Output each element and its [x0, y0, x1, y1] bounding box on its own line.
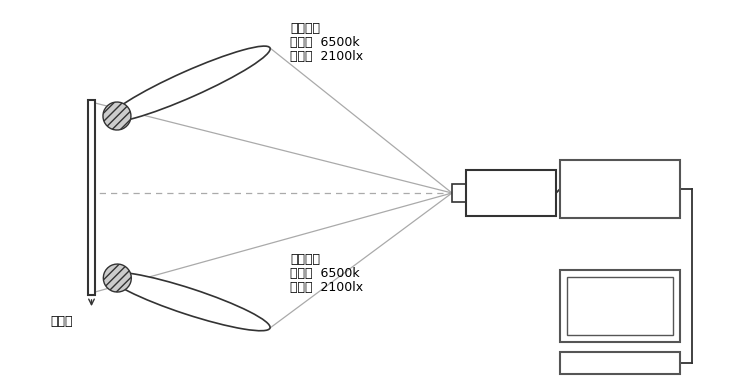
- Text: 照度：  2100lx: 照度： 2100lx: [290, 50, 363, 63]
- Text: 色温：  6500k: 色温： 6500k: [290, 36, 360, 49]
- Text: 摄像机: 摄像机: [609, 190, 631, 203]
- Bar: [466, 170, 556, 216]
- Text: 光照条件: 光照条件: [290, 22, 320, 35]
- Ellipse shape: [103, 102, 131, 130]
- Ellipse shape: [108, 46, 270, 122]
- Text: 照度：  2100lx: 照度： 2100lx: [290, 281, 363, 294]
- Text: 色温：  6500k: 色温： 6500k: [290, 267, 360, 280]
- Bar: [567, 277, 673, 335]
- Ellipse shape: [108, 272, 270, 331]
- Text: 光照条件: 光照条件: [290, 253, 320, 266]
- Text: 高清显示器: 高清显示器: [601, 295, 639, 308]
- Text: 网络接口: 网络接口: [605, 174, 635, 187]
- Ellipse shape: [103, 264, 132, 292]
- Bar: [452, 184, 466, 202]
- Bar: [560, 270, 680, 342]
- Text: 测试图: 测试图: [50, 315, 73, 328]
- Bar: [560, 352, 680, 374]
- Bar: [88, 100, 95, 295]
- Text: 图形工作站: 图形工作站: [601, 357, 639, 370]
- Bar: [560, 160, 680, 218]
